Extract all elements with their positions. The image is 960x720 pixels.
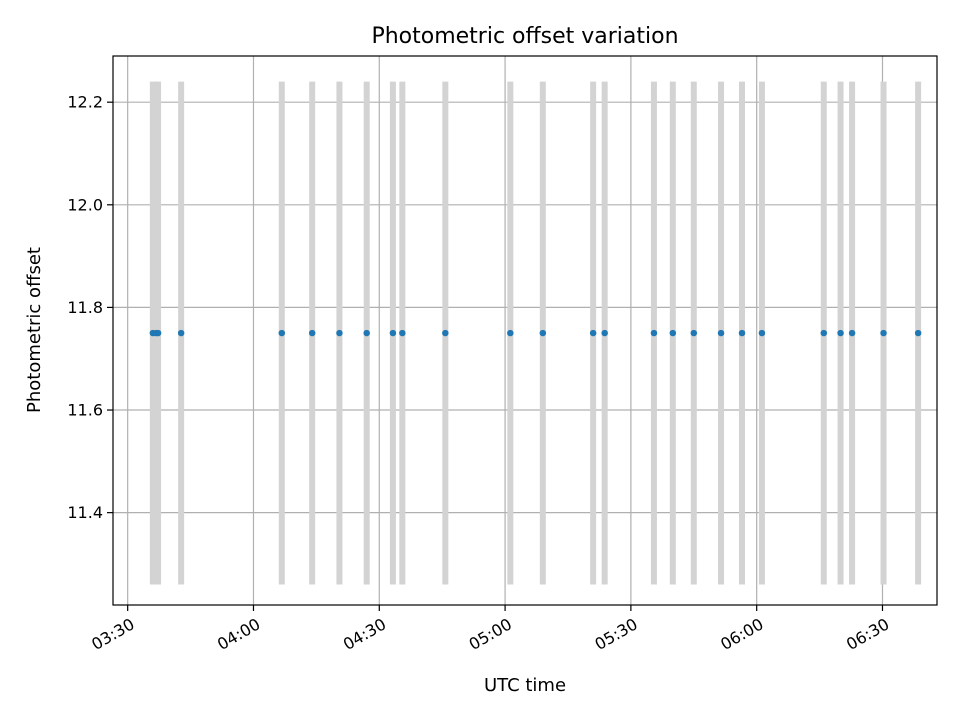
- data-point: [758, 329, 766, 337]
- data-point: [837, 329, 844, 337]
- data-point: [389, 329, 397, 337]
- data-point: [154, 329, 162, 337]
- x-axis-label: UTC time: [484, 675, 566, 696]
- data-point: [914, 329, 922, 337]
- data-point: [442, 329, 449, 337]
- data-point: [717, 329, 725, 337]
- data-point: [336, 329, 343, 337]
- grid: [113, 56, 937, 605]
- plot-frame: [112, 55, 938, 606]
- y-tick-label: 12.2: [67, 93, 103, 112]
- data-point: [848, 329, 856, 337]
- chart-title: Photometric offset variation: [371, 24, 678, 49]
- y-tick-label: 11.6: [67, 401, 103, 420]
- y-tick-label: 12.0: [67, 195, 103, 214]
- data-point: [539, 329, 547, 337]
- data-point: [589, 329, 597, 337]
- data-point: [177, 329, 185, 337]
- data-point: [738, 329, 746, 337]
- y-tick-label: 11.4: [67, 503, 103, 522]
- y-tick-label: 11.8: [67, 298, 103, 317]
- y-axis: 11.4 11.6 11.8 12.0 12.2: [67, 93, 113, 522]
- data-point: [363, 329, 370, 337]
- data-point: [278, 329, 285, 337]
- data-points: [149, 329, 922, 337]
- data-point: [308, 329, 316, 337]
- y-axis-label: Photometric offset: [24, 247, 45, 413]
- data-point: [669, 329, 677, 337]
- data-point: [399, 329, 406, 337]
- data-point: [601, 329, 608, 337]
- data-point: [820, 329, 827, 337]
- data-point: [690, 329, 697, 337]
- data-point: [507, 329, 514, 337]
- data-point: [650, 329, 658, 337]
- data-point: [880, 329, 887, 337]
